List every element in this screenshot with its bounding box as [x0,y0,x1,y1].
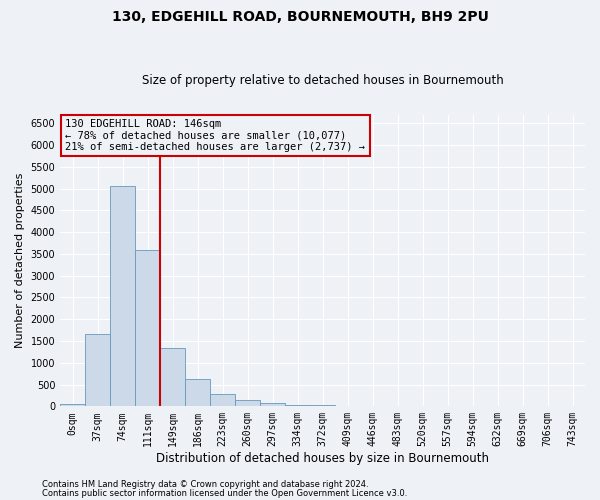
Bar [160,348,185,406]
Text: Contains public sector information licensed under the Open Government Licence v3: Contains public sector information licen… [42,488,407,498]
Y-axis label: Number of detached properties: Number of detached properties [15,173,25,348]
Title: Size of property relative to detached houses in Bournemouth: Size of property relative to detached ho… [142,74,503,87]
Bar [260,403,285,406]
X-axis label: Distribution of detached houses by size in Bournemouth: Distribution of detached houses by size … [156,452,489,465]
Text: 130, EDGEHILL ROAD, BOURNEMOUTH, BH9 2PU: 130, EDGEHILL ROAD, BOURNEMOUTH, BH9 2PU [112,10,488,24]
Bar [110,186,135,406]
Bar [235,400,260,406]
Bar [210,394,235,406]
Bar [60,404,85,406]
Text: Contains HM Land Registry data © Crown copyright and database right 2024.: Contains HM Land Registry data © Crown c… [42,480,368,489]
Bar [285,404,310,406]
Bar [85,334,110,406]
Text: 130 EDGEHILL ROAD: 146sqm
← 78% of detached houses are smaller (10,077)
21% of s: 130 EDGEHILL ROAD: 146sqm ← 78% of detac… [65,119,365,152]
Bar [185,380,210,406]
Bar [135,250,160,406]
